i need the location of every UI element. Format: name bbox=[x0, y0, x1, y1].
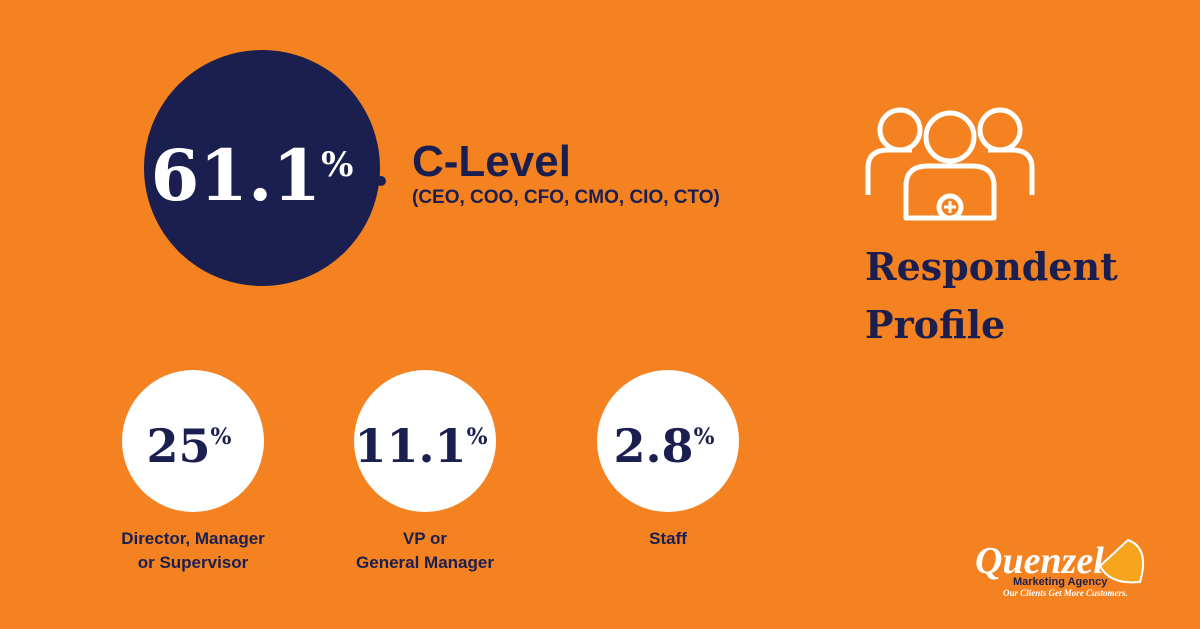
hero-title: C-Level bbox=[412, 137, 571, 186]
heading-line: Profile bbox=[865, 302, 1005, 347]
stat-value: 11.1 bbox=[355, 419, 467, 473]
stat-circle bbox=[597, 370, 739, 512]
stat-circle bbox=[122, 370, 264, 512]
stat: 2.8% bbox=[614, 419, 715, 473]
stat-label: Director, Manager bbox=[121, 529, 265, 548]
stat-unit: % bbox=[467, 424, 488, 450]
people-icon bbox=[865, 107, 1035, 221]
hero-subtitle: (CEO, COO, CFO, CMO, CIO, CTO) bbox=[412, 187, 720, 208]
stat-label: or Supervisor bbox=[138, 553, 249, 572]
hero-value: 61.1 bbox=[151, 134, 322, 217]
stat-unit: % bbox=[694, 424, 715, 450]
logo-slogan: Our Clients Get More Customers. bbox=[1003, 588, 1128, 598]
stat-label: Staff bbox=[649, 529, 687, 548]
connector-dot bbox=[376, 176, 386, 186]
stat-unit: % bbox=[211, 424, 232, 450]
stat-label: VP or bbox=[403, 529, 447, 548]
hero-stat: 61.1% bbox=[151, 134, 354, 217]
stat-value: 25 bbox=[147, 419, 211, 473]
logo-slice bbox=[1098, 538, 1144, 584]
heading-line: Respondent bbox=[865, 244, 1118, 289]
logo-tagline: Marketing Agency bbox=[1013, 576, 1108, 588]
stats: 25% Director, Manager or Supervisor 11.1% VP… bbox=[121, 370, 739, 572]
stat: 11.1% bbox=[355, 419, 488, 473]
stat-value: 2.8 bbox=[614, 419, 694, 473]
stat-label: General Manager bbox=[356, 553, 494, 572]
hero-circle bbox=[144, 50, 380, 286]
stat: 25% bbox=[147, 419, 232, 473]
hero-unit: % bbox=[321, 145, 353, 185]
logo-name: Quenzel bbox=[975, 540, 1104, 582]
stat-circle bbox=[354, 370, 496, 512]
